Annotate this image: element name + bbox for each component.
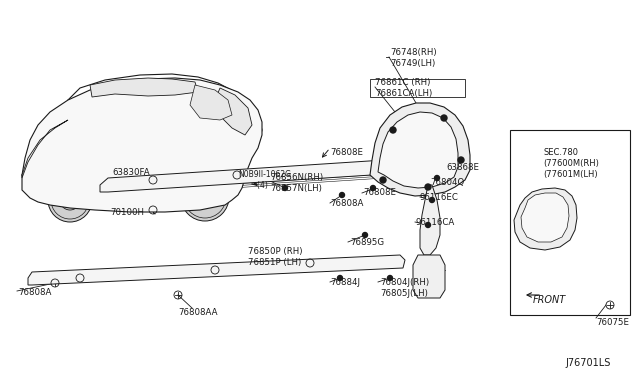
Polygon shape [420, 185, 440, 255]
Circle shape [337, 276, 342, 280]
Circle shape [371, 186, 376, 190]
Text: J76701LS: J76701LS [565, 358, 611, 368]
Polygon shape [90, 78, 198, 97]
Text: 76804Q: 76804Q [430, 178, 464, 187]
Text: 76808A: 76808A [18, 288, 51, 297]
Circle shape [429, 198, 435, 202]
Circle shape [48, 178, 92, 222]
Circle shape [435, 176, 440, 180]
Text: 63830FA: 63830FA [112, 168, 150, 177]
Polygon shape [514, 188, 577, 250]
Circle shape [441, 115, 447, 121]
Circle shape [458, 157, 464, 163]
Circle shape [282, 186, 287, 190]
Text: 76748(RH)
76749(LH): 76748(RH) 76749(LH) [390, 48, 436, 68]
Polygon shape [100, 158, 422, 192]
Polygon shape [378, 112, 458, 188]
Polygon shape [370, 103, 470, 196]
Polygon shape [28, 255, 405, 285]
Circle shape [425, 184, 431, 190]
Text: 76808E: 76808E [330, 148, 363, 157]
Circle shape [380, 177, 386, 183]
Polygon shape [215, 88, 252, 135]
Text: 96116CA: 96116CA [415, 218, 454, 227]
Text: 76895G: 76895G [350, 238, 384, 247]
Text: FRONT: FRONT [533, 295, 566, 305]
Text: 70100H: 70100H [110, 208, 144, 217]
Text: 76804J(RH)
76805J(LH): 76804J(RH) 76805J(LH) [380, 278, 429, 298]
Text: 76850P (RH)
76851P (LH): 76850P (RH) 76851P (LH) [248, 247, 303, 267]
Polygon shape [190, 85, 232, 120]
Circle shape [390, 127, 396, 133]
Text: 63868E: 63868E [446, 163, 479, 172]
Circle shape [181, 173, 229, 221]
Text: 96116EC: 96116EC [420, 193, 459, 202]
Text: 76808AA: 76808AA [178, 308, 218, 317]
Text: 76884J: 76884J [330, 278, 360, 287]
Text: 76856N(RH)
76857N(LH): 76856N(RH) 76857N(LH) [270, 173, 323, 193]
Text: 76808E: 76808E [363, 188, 396, 197]
Bar [510, 130, 630, 315]
Circle shape [362, 232, 367, 237]
Text: 76075E: 76075E [596, 318, 629, 327]
Text: SEC.780
(77600M(RH)
(77601M(LH): SEC.780 (77600M(RH) (77601M(LH) [543, 148, 599, 179]
Text: 76808A: 76808A [330, 199, 364, 208]
Circle shape [426, 222, 431, 228]
Polygon shape [22, 78, 262, 212]
Polygon shape [22, 120, 68, 178]
Text: 76861C (RH)
76861CA(LH): 76861C (RH) 76861CA(LH) [375, 78, 432, 98]
Text: N0B9ll-1062G
        (4): N0B9ll-1062G (4) [238, 170, 291, 190]
Polygon shape [413, 255, 445, 298]
Polygon shape [521, 193, 569, 242]
Circle shape [339, 192, 344, 198]
Bar [370, 79, 465, 97]
Circle shape [387, 276, 392, 280]
